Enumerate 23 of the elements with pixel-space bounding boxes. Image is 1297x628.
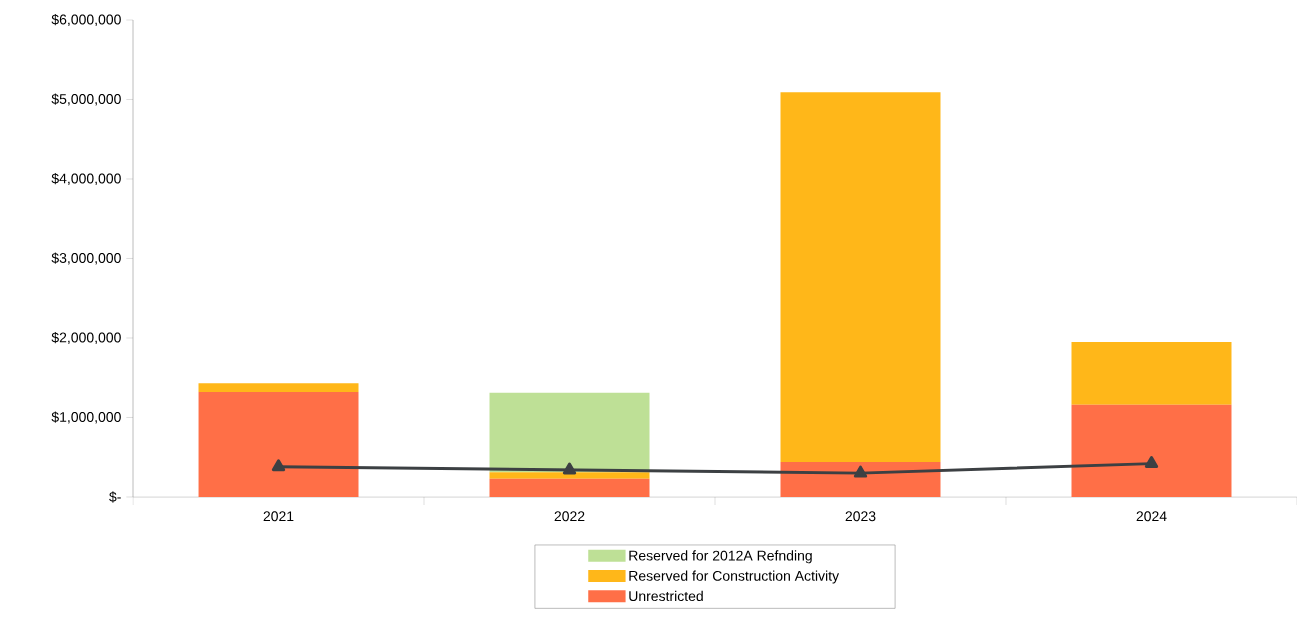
- x-tick-label: 2024: [1136, 511, 1167, 522]
- bar: [198, 383, 359, 393]
- legend-label: Reserved for 2012A Refnding: [629, 550, 812, 564]
- x-tick-label: 2022: [554, 511, 585, 522]
- bar: [1071, 341, 1232, 405]
- y-tick-label: $5,000,000: [51, 93, 121, 106]
- x-tick-label: 2021: [263, 511, 294, 522]
- bar: [780, 92, 941, 463]
- y-tick-label: $-: [109, 491, 121, 503]
- y-tick-label: $2,000,000: [51, 331, 121, 345]
- bar: [489, 392, 650, 473]
- legend-label: Reserved for Construction Activity: [629, 570, 840, 584]
- y-tick-label: $6,000,000: [51, 13, 121, 27]
- bar: [198, 392, 359, 497]
- bar: [489, 478, 650, 497]
- y-tick-label: $4,000,000: [51, 172, 121, 186]
- x-tick-label: 2023: [845, 511, 876, 522]
- y-tick-label: $1,000,000: [51, 411, 121, 424]
- y-tick-label: $3,000,000: [51, 252, 121, 265]
- legend-label: Unrestricted: [629, 590, 703, 602]
- bar: [489, 472, 650, 479]
- bar: [780, 462, 941, 497]
- bar: [1071, 404, 1232, 497]
